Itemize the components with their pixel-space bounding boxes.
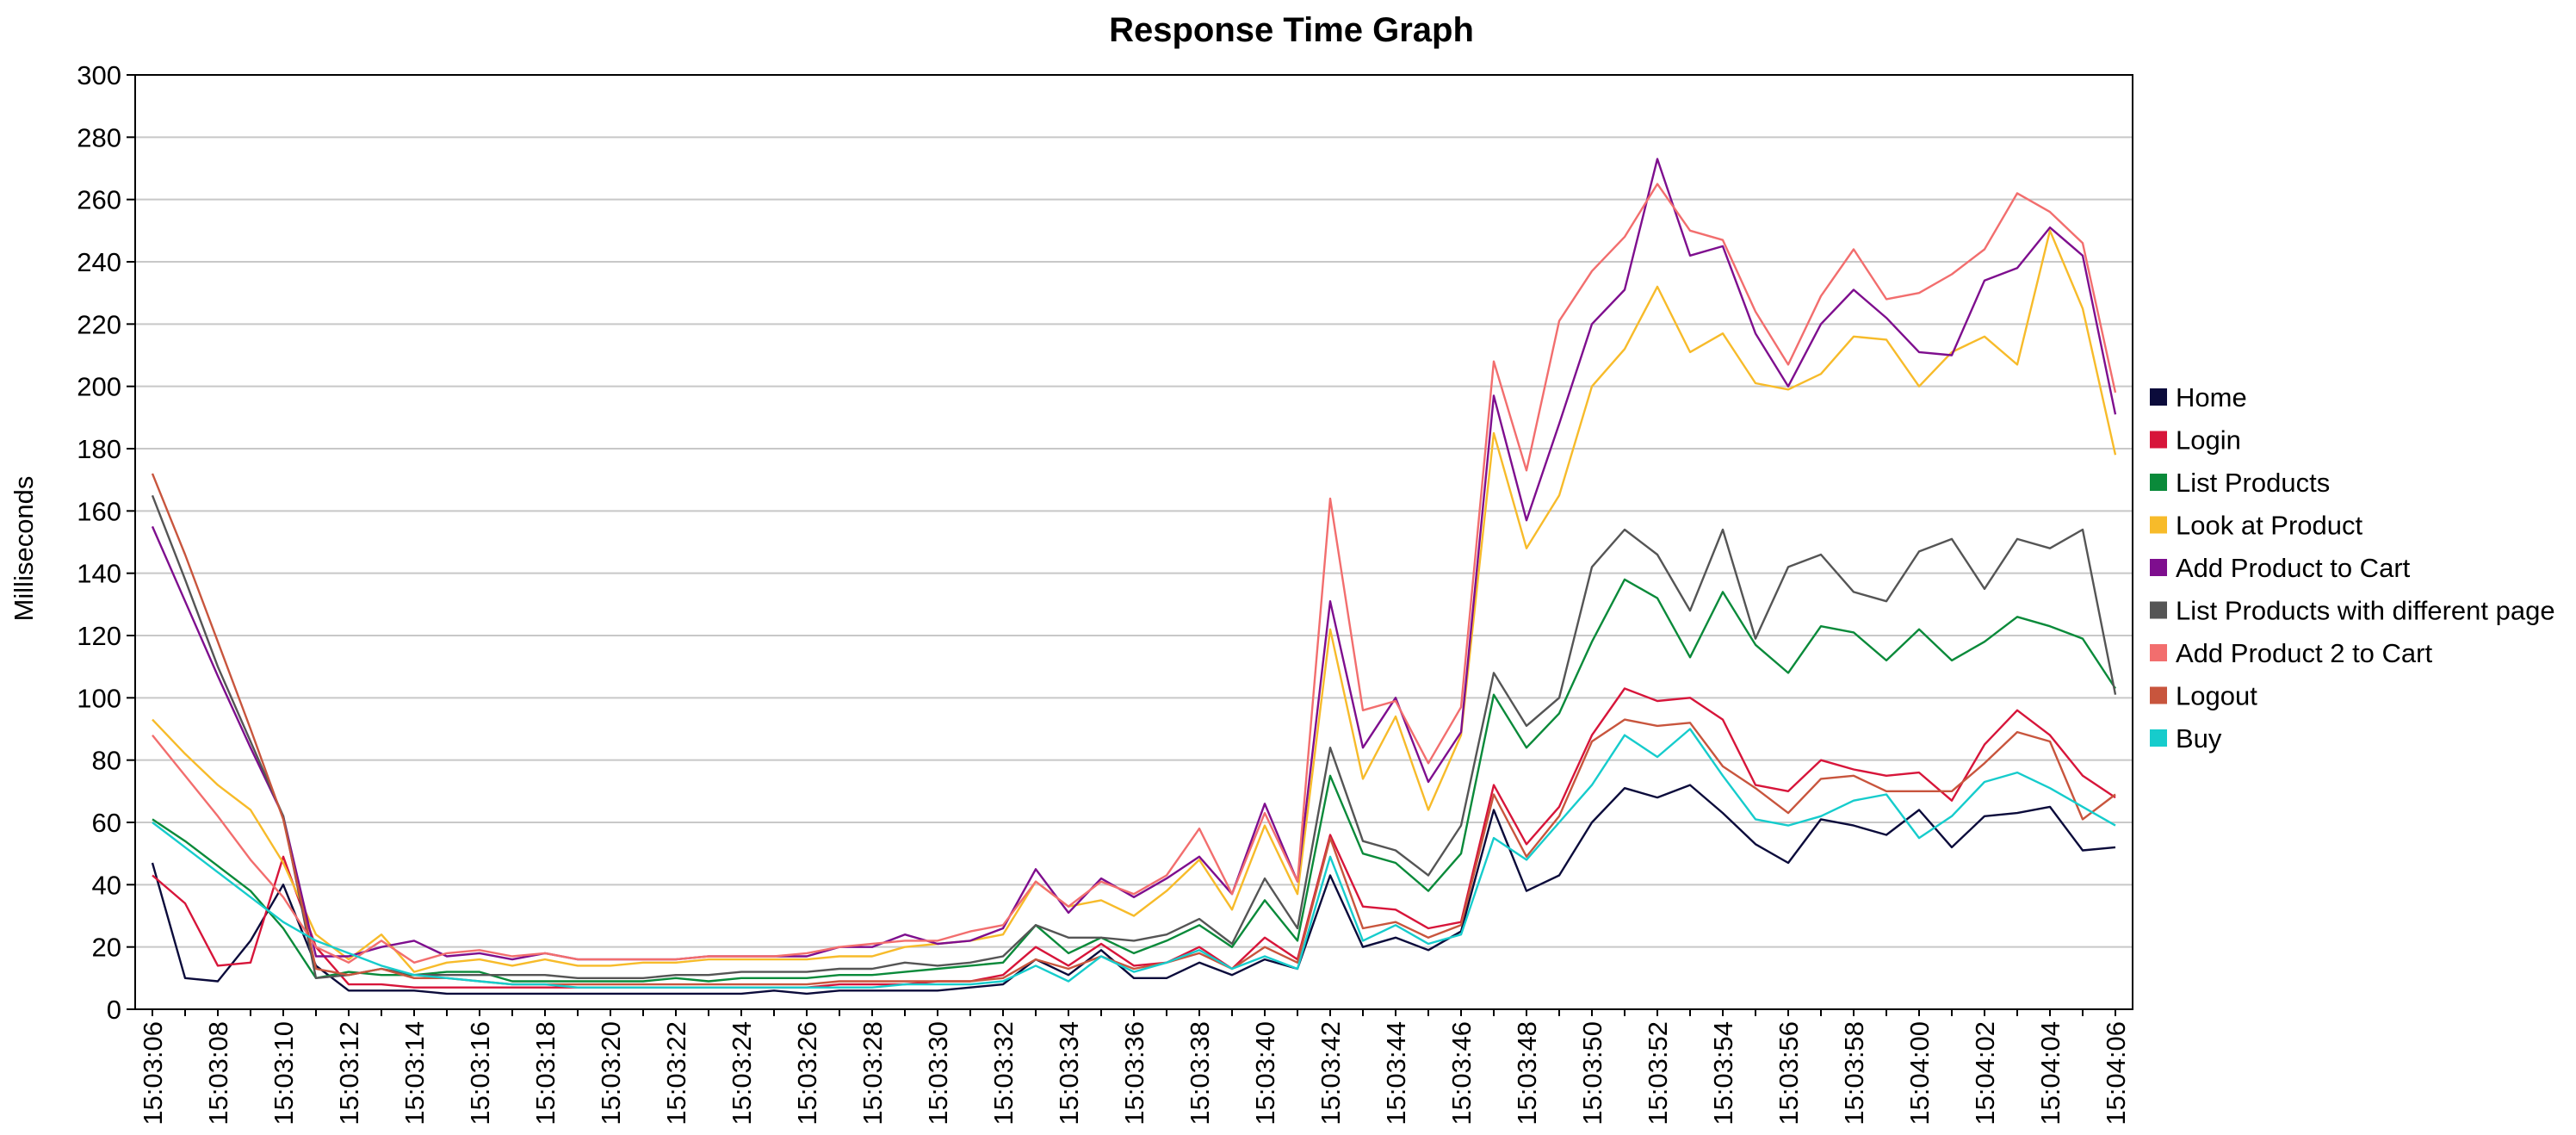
series-line-look-at-product <box>152 229 2117 973</box>
x-tick-label: 15:03:30 <box>923 1021 953 1126</box>
x-tick-label: 15:03:56 <box>1774 1021 1804 1126</box>
series-line-list-products <box>152 578 2117 983</box>
x-tick-label: 15:03:24 <box>727 1021 757 1126</box>
y-tick-label: 300 <box>77 60 121 90</box>
x-tick-label: 15:03:42 <box>1316 1021 1346 1126</box>
series-line-buy <box>152 728 2116 989</box>
x-tick-label: 15:03:46 <box>1446 1021 1477 1126</box>
x-tick-label: 15:03:32 <box>988 1021 1019 1126</box>
legend-label: Add Product to Cart <box>2176 553 2411 583</box>
y-tick-label: 280 <box>77 122 121 152</box>
x-tick-label: 15:03:34 <box>1054 1021 1084 1126</box>
y-axis-ticks: 0 20 40 60 80 100 120 140 160 180 200 220 240 260 280 3… <box>77 60 135 1025</box>
x-tick-label: 15:03:06 <box>138 1021 168 1126</box>
series-line-logout <box>151 473 2116 986</box>
x-tick-label: 15:03:36 <box>1119 1021 1149 1126</box>
legend: Home Login List Products Look at Product Add… <box>2150 382 2555 754</box>
y-tick-label: 220 <box>77 309 121 339</box>
legend-label: Logout <box>2176 681 2257 711</box>
x-tick-label: 15:03:54 <box>1708 1021 1738 1126</box>
y-axis-label: Milliseconds <box>9 476 39 622</box>
legend-swatch <box>2150 431 2167 449</box>
x-tick-label: 15:04:00 <box>1904 1021 1935 1126</box>
x-tick-label: 15:04:02 <box>1970 1021 2000 1126</box>
x-tick-label: 15:04:06 <box>2101 1021 2131 1126</box>
x-tick-label: 15:03:40 <box>1250 1021 1280 1126</box>
legend-swatch <box>2150 601 2167 619</box>
x-tick-label: 15:03:38 <box>1185 1021 1215 1126</box>
x-tick-label: 15:03:50 <box>1577 1021 1607 1126</box>
x-tick-label: 15:03:28 <box>858 1021 888 1126</box>
x-tick-label: 15:03:18 <box>530 1021 560 1126</box>
x-tick-label: 15:03:12 <box>334 1021 364 1126</box>
y-tick-label: 60 <box>92 808 121 838</box>
legend-swatch <box>2150 516 2167 534</box>
legend-swatch <box>2150 686 2167 704</box>
y-tick-label: 140 <box>77 559 121 589</box>
legend-label: Home <box>2176 382 2247 412</box>
y-tick-label: 0 <box>107 995 121 1025</box>
x-tick-label: 15:03:26 <box>792 1021 822 1126</box>
x-tick-label: 15:03:22 <box>661 1021 691 1126</box>
x-tick-label: 15:03:14 <box>399 1021 430 1126</box>
legend-swatch <box>2150 644 2167 661</box>
legend-swatch <box>2150 559 2167 576</box>
legend-label: Add Product 2 to Cart <box>2176 638 2432 668</box>
legend-swatch <box>2150 474 2167 491</box>
legend-swatch <box>2150 388 2167 406</box>
series-line-login <box>152 687 2116 989</box>
y-tick-label: 240 <box>77 247 121 277</box>
legend-swatch <box>2150 729 2167 747</box>
x-tick-label: 15:03:20 <box>596 1021 626 1126</box>
series-line-add-product-2-to-cart <box>152 183 2117 964</box>
gridlines <box>135 136 2133 948</box>
x-tick-label: 15:04:04 <box>2035 1021 2065 1126</box>
y-tick-label: 260 <box>77 185 121 215</box>
x-tick-label: 15:03:48 <box>1512 1021 1542 1126</box>
series-line-home <box>151 784 2116 995</box>
chart-title: Response Time Graph <box>1109 11 1474 49</box>
y-tick-label: 200 <box>77 372 121 402</box>
y-tick-label: 100 <box>77 683 121 713</box>
legend-label: Login <box>2176 425 2241 456</box>
legend-label: List Products <box>2176 468 2330 498</box>
y-tick-label: 160 <box>77 496 121 526</box>
legend-label: List Products with different page <box>2176 596 2555 626</box>
legend-label: Look at Product <box>2176 511 2363 541</box>
y-tick-label: 20 <box>92 933 121 963</box>
plot-area-frame <box>134 74 2133 1010</box>
x-axis-ticks: 15:03:06 15:03:08 15:03:10 15:03:12 15:03:14… <box>138 1009 2131 1126</box>
legend-label: Buy <box>2176 723 2222 754</box>
series-lines <box>151 158 2117 995</box>
x-tick-label: 15:03:16 <box>465 1021 495 1126</box>
x-tick-label: 15:03:10 <box>269 1021 299 1126</box>
y-tick-label: 120 <box>77 621 121 651</box>
x-tick-label: 15:03:58 <box>1839 1021 1869 1126</box>
series-line-list-products-with-different-page <box>151 494 2117 980</box>
x-tick-label: 15:03:52 <box>1643 1021 1673 1126</box>
y-tick-label: 80 <box>92 746 121 776</box>
x-tick-label: 15:03:08 <box>203 1021 233 1126</box>
x-tick-label: 15:03:44 <box>1381 1021 1411 1126</box>
y-tick-label: 40 <box>92 870 121 900</box>
y-tick-label: 180 <box>77 434 121 464</box>
series-line-add-product-to-cart <box>151 158 2117 961</box>
